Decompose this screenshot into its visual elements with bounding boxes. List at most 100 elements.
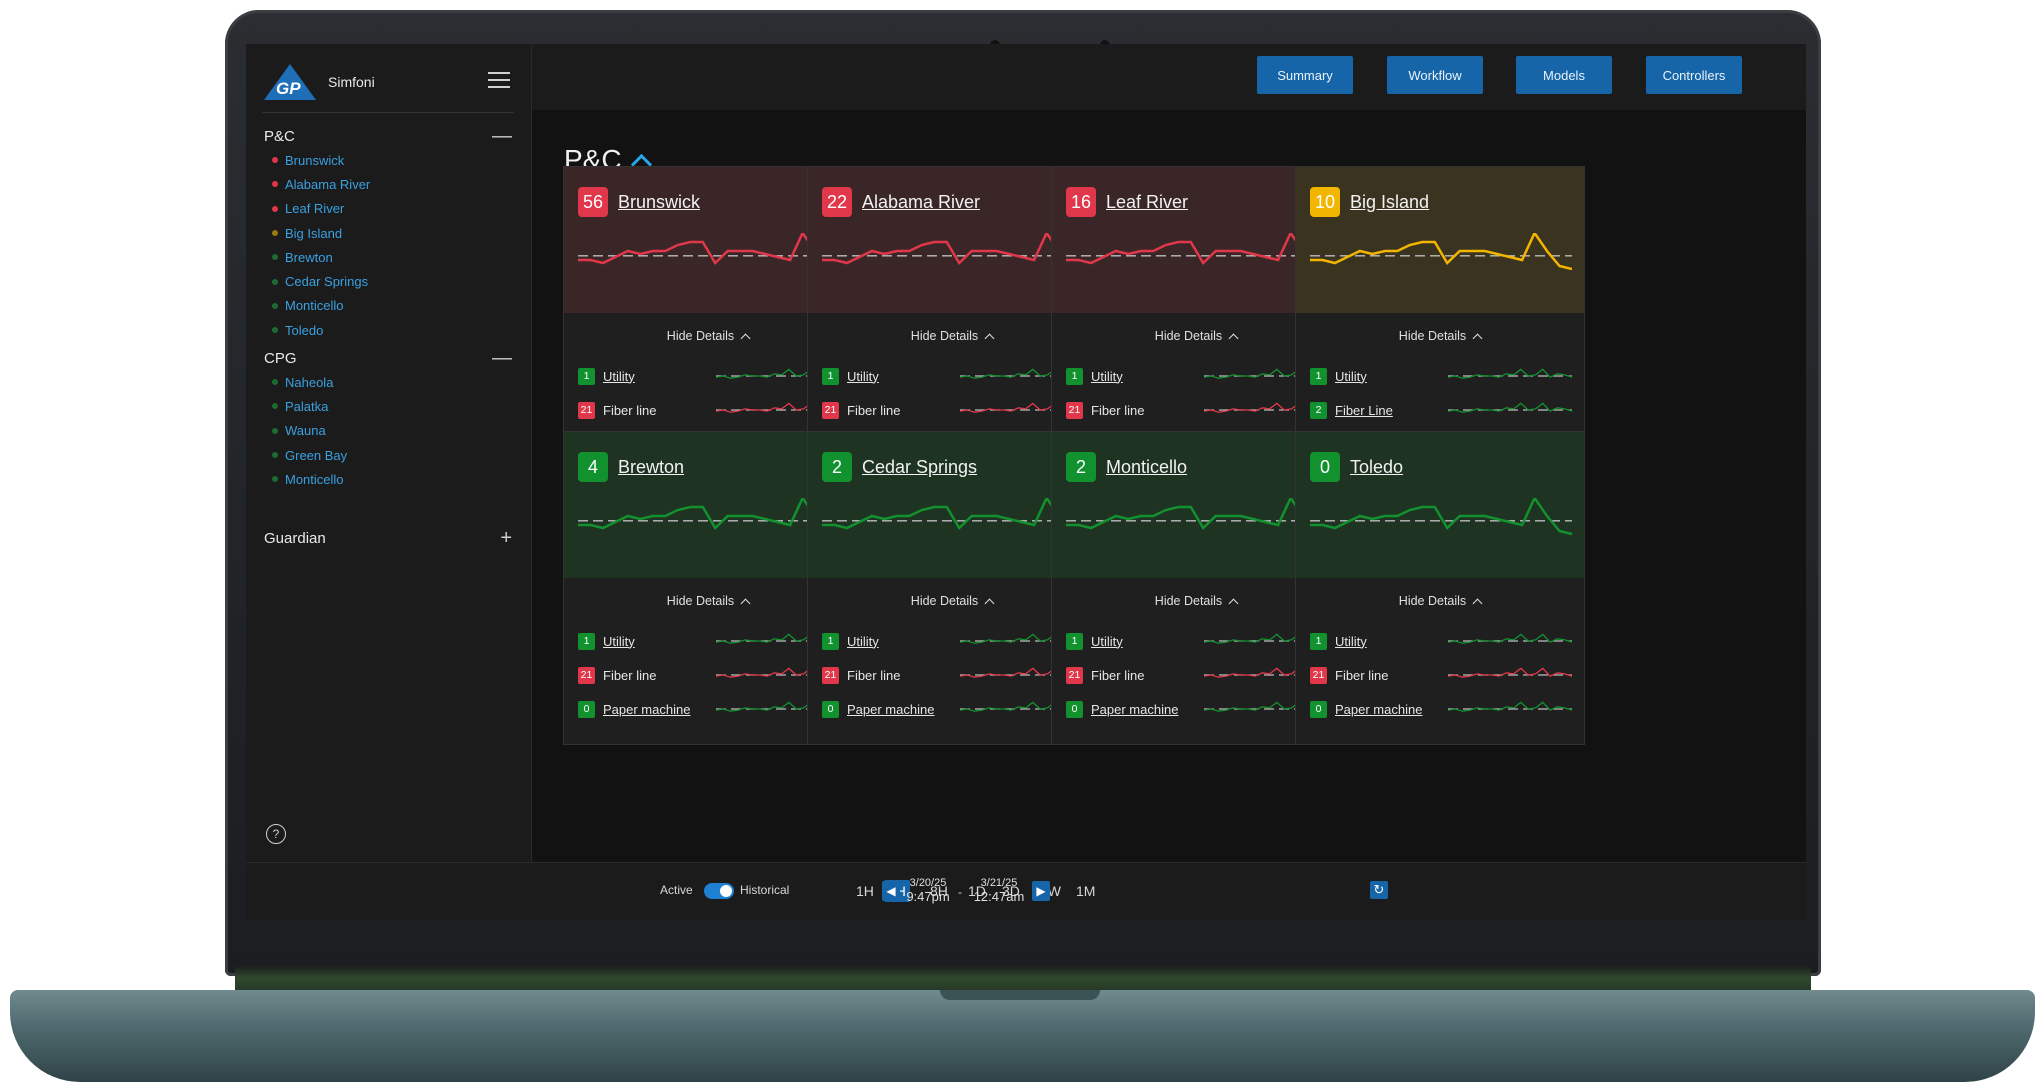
- unit-sparkline: [1447, 365, 1573, 387]
- unit-label[interactable]: Paper machine: [847, 701, 935, 717]
- historical-label: Historical: [740, 883, 790, 897]
- unit-label[interactable]: Utility: [1091, 633, 1123, 649]
- unit-label: Fiber line: [603, 402, 657, 418]
- unit-label[interactable]: Utility: [1335, 368, 1367, 384]
- site-name-link[interactable]: Big Island: [1350, 191, 1430, 212]
- hide-details-toggle[interactable]: Hide Details: [564, 329, 852, 343]
- active-historical-toggle[interactable]: [704, 883, 734, 899]
- unit-row: 21 Fiber line: [1066, 399, 1329, 421]
- status-dot: [272, 427, 278, 434]
- hide-details-toggle[interactable]: Hide Details: [1052, 594, 1340, 608]
- end-datetime[interactable]: 3/21/25 12:47am: [973, 877, 1025, 904]
- expand-icon[interactable]: +: [500, 527, 512, 549]
- sidebar-item-label: Naheola: [285, 374, 334, 390]
- unit-count-badge: 21: [1066, 666, 1083, 684]
- unit-count-badge: 21: [822, 401, 839, 419]
- range-1d[interactable]: 1D: [968, 883, 986, 899]
- site-name-link[interactable]: Toledo: [1350, 456, 1404, 477]
- hide-details-label: Hide Details: [1398, 594, 1467, 608]
- status-dot: [272, 476, 278, 483]
- chevron-up-icon: [984, 598, 995, 608]
- hide-details-toggle[interactable]: Hide Details: [564, 594, 852, 608]
- site-name-link[interactable]: Brunswick: [618, 191, 701, 212]
- unit-sparkline: [1447, 664, 1573, 686]
- workflow-button[interactable]: Workflow: [1387, 56, 1483, 94]
- site-trend-sparkline: [1310, 495, 1573, 558]
- sidebar-item[interactable]: Naheola: [272, 370, 347, 394]
- brand[interactable]: GP Simfoni: [264, 60, 375, 104]
- unit-row: 21 Fiber line: [578, 664, 841, 686]
- hide-details-label: Hide Details: [666, 594, 735, 608]
- unit-count-badge: 0: [822, 700, 839, 718]
- site-trend-sparkline: [578, 495, 841, 558]
- unit-row: 21 Fiber line: [1310, 664, 1573, 686]
- app-screen: GP Simfoni P&C — Brunswick Alabama River Lea…: [246, 44, 1806, 920]
- sidebar-item[interactable]: Brewton: [272, 245, 370, 269]
- hamburger-menu-icon[interactable]: [488, 72, 510, 88]
- unit-label[interactable]: Utility: [1335, 633, 1367, 649]
- alert-count-badge: 22: [822, 187, 852, 217]
- unit-label[interactable]: Paper machine: [1335, 701, 1423, 717]
- collapse-icon[interactable]: —: [492, 347, 512, 369]
- range-3d[interactable]: 3D: [1002, 883, 1020, 899]
- collapse-icon[interactable]: —: [492, 125, 512, 147]
- sidebar-group-1[interactable]: CPG —: [264, 348, 512, 368]
- sidebar-item[interactable]: Green Bay: [272, 443, 347, 467]
- range-1m[interactable]: 1M: [1076, 883, 1096, 899]
- site-trend-sparkline: [1310, 230, 1573, 293]
- sidebar-item[interactable]: Alabama River: [272, 172, 370, 196]
- site-name-link[interactable]: Cedar Springs: [862, 456, 978, 477]
- hide-details-toggle[interactable]: Hide Details: [808, 329, 1096, 343]
- sidebar-group-2[interactable]: Guardian +: [264, 528, 512, 548]
- unit-label[interactable]: Utility: [1091, 368, 1123, 384]
- site-name-link[interactable]: Alabama River: [862, 191, 981, 212]
- unit-label[interactable]: Fiber Line: [1335, 402, 1393, 418]
- controllers-button[interactable]: Controllers: [1646, 56, 1742, 94]
- sidebar-item-label: Wauna: [285, 423, 326, 439]
- unit-count-badge: 1: [822, 632, 839, 650]
- sidebar-item[interactable]: Wauna: [272, 419, 347, 443]
- sidebar-item-label: Green Bay: [285, 447, 348, 463]
- range-1h[interactable]: 1H: [856, 883, 874, 899]
- chevron-left-icon[interactable]: ◀: [882, 881, 900, 901]
- sidebar-item-label: Alabama River: [285, 176, 371, 192]
- summary-button[interactable]: Summary: [1257, 56, 1353, 94]
- site-card: 56 Brunswick Hide Details 1 Utility 21 Fiber l…: [563, 166, 853, 480]
- help-icon[interactable]: ?: [266, 824, 286, 844]
- status-dot: [272, 379, 278, 386]
- sidebar-group-label: CPG: [264, 349, 297, 367]
- unit-label[interactable]: Utility: [847, 633, 879, 649]
- sidebar-item[interactable]: Toledo: [272, 318, 370, 342]
- unit-sparkline: [1447, 399, 1573, 421]
- unit-label[interactable]: Paper machine: [1091, 701, 1179, 717]
- chevron-right-icon[interactable]: ▶: [1032, 881, 1050, 901]
- range-8h[interactable]: 8H: [930, 883, 948, 899]
- unit-label[interactable]: Utility: [847, 368, 879, 384]
- sidebar-item[interactable]: Palatka: [272, 394, 347, 418]
- hide-details-toggle[interactable]: Hide Details: [1296, 329, 1584, 343]
- unit-label[interactable]: Utility: [603, 633, 635, 649]
- sidebar-item-label: Cedar Springs: [285, 274, 369, 290]
- unit-label[interactable]: Paper machine: [603, 701, 691, 717]
- start-datetime[interactable]: 3/20/25 9:47pm: [906, 877, 950, 904]
- site-name-link[interactable]: Brewton: [618, 456, 685, 477]
- site-name-link[interactable]: Leaf River: [1106, 191, 1189, 212]
- sidebar-item[interactable]: Monticello: [272, 467, 347, 491]
- sidebar-item[interactable]: Leaf River: [272, 197, 370, 221]
- models-button[interactable]: Models: [1516, 56, 1612, 94]
- hide-details-toggle[interactable]: Hide Details: [1052, 329, 1340, 343]
- chevron-up-icon: [984, 333, 995, 343]
- alert-count-badge: 2: [1066, 452, 1096, 482]
- unit-label[interactable]: Utility: [603, 368, 635, 384]
- hide-details-toggle[interactable]: Hide Details: [808, 594, 1096, 608]
- refresh-icon[interactable]: ↻: [1370, 881, 1388, 899]
- sidebar-group-0[interactable]: P&C —: [264, 126, 512, 146]
- site-name-link[interactable]: Monticello: [1106, 456, 1188, 477]
- sidebar-item[interactable]: Cedar Springs: [272, 269, 370, 293]
- unit-count-badge: 1: [822, 367, 839, 385]
- sidebar-item[interactable]: Monticello: [272, 294, 370, 318]
- sidebar-item[interactable]: Brunswick: [272, 148, 370, 172]
- sidebar-item[interactable]: Big Island: [272, 221, 370, 245]
- unit-count-badge: 21: [578, 666, 595, 684]
- hide-details-toggle[interactable]: Hide Details: [1296, 594, 1584, 608]
